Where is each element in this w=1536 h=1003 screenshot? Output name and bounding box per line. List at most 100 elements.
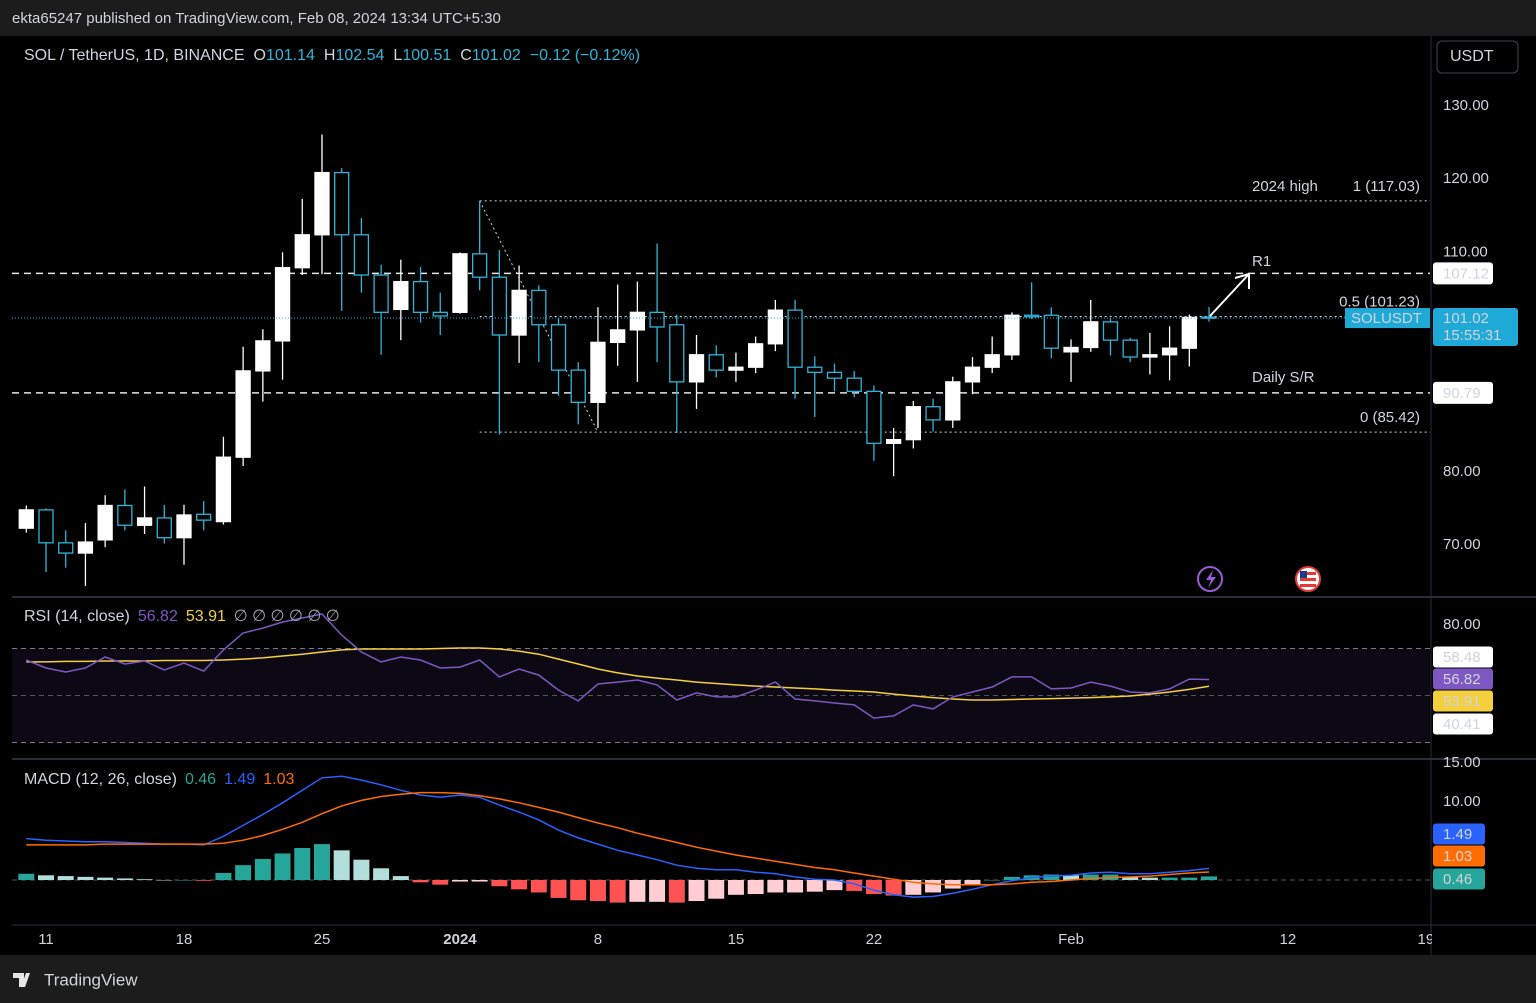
y-tick-label: 130.00 [1443,97,1489,114]
histogram-bar [826,879,843,891]
candle-body [807,366,823,373]
x-tick-label: 25 [314,931,331,948]
candle-body [925,406,941,421]
candle-body [373,274,389,313]
ohlc-key: C [460,47,472,64]
candle-body [294,234,310,269]
histogram-bar [1141,877,1158,880]
x-tick-label: 11 [38,931,54,948]
rsi-value-label-box [1433,668,1493,690]
candle-body [452,253,468,313]
y-tick-label: 70.00 [1443,536,1481,553]
rsi-ma-value-label: 53.91 [1443,693,1481,710]
candle-body [1004,314,1020,356]
candle-body [688,354,705,383]
flag-icon[interactable] [1295,566,1321,592]
candle-body [826,371,843,379]
y-tick-label: 80.00 [1443,463,1481,480]
histogram-bar [97,877,114,880]
rsi-marker-label: 40.41 [1443,716,1481,733]
candle-body [215,456,232,523]
histogram-bar [1201,876,1218,880]
rsi-marker-label: 58.48 [1443,649,1481,666]
candle-body [77,541,94,554]
candle-body [1043,314,1059,349]
candle-body [136,517,153,526]
candle-body [728,366,744,371]
rsi-line [26,647,1210,701]
histogram-bar [767,879,784,893]
candle-body [747,343,764,368]
candle-body [1142,354,1158,358]
macd-value-label: 1.49 [1443,826,1472,843]
candle-body [353,234,370,276]
candle-body [1102,321,1119,341]
histogram-bar [57,876,74,880]
histogram-bar [511,879,528,890]
candle-body [590,341,606,403]
candle-body [531,289,547,326]
last-price-box [1433,308,1518,347]
rsi-title: RSI (14, close) [24,608,130,625]
histogram-bar [451,879,468,882]
macd-line [26,791,1210,886]
signal-value-label: 1.03 [1443,848,1472,865]
fib-label: 1 (117.03) [1353,178,1420,195]
rsi-ma-value-label-box [1433,690,1493,712]
rsi-marker-label-box [1433,713,1493,735]
candle-body [58,542,74,554]
histogram-bar [649,879,666,902]
currency-button[interactable] [1436,40,1519,74]
candle-body [964,366,981,383]
y-tick-label: 120.00 [1443,170,1489,187]
rsi-band [12,648,1430,743]
candle-body [846,377,862,393]
histogram-bar [964,879,981,885]
histogram-bar [432,879,449,885]
hidden-values: ∅ ∅ ∅ ∅ ∅ ∅ [234,608,340,625]
candle-body [708,354,724,371]
histogram-bar [175,879,192,881]
histogram-bar [668,879,685,903]
candle-body [767,309,784,345]
histogram-bar [215,872,232,880]
histogram-bar [1003,876,1020,880]
candle-body [491,276,508,336]
y-tick-label: 10.00 [1443,793,1481,810]
candle-body [1023,314,1040,318]
fib-label: 0.5 (101.23) [1339,293,1420,310]
candle-body [866,390,882,444]
lightning-icon[interactable] [1197,566,1223,592]
histogram-bar [609,879,626,903]
candle-body [97,504,113,541]
macd-title: MACD (12, 26, close) [24,771,177,788]
y-tick-label: 110.00 [1443,243,1488,260]
y-tick-label: 15.00 [1443,754,1481,771]
time-axis: 11 18 25 2024 8 15 22 Feb 12 19 [38,931,1432,948]
histogram-bar [925,879,942,893]
candle-body [610,329,626,343]
signal-value-label-box [1433,845,1485,867]
candle-body [393,280,409,311]
histogram-bar [274,853,291,880]
histogram-bar [806,879,823,892]
candle-body [472,253,488,278]
histogram-value: 0.46 [185,771,216,788]
projection-arrow [1209,273,1250,317]
histogram-bar [18,873,35,880]
candle-body [1161,347,1178,356]
candle-body [432,311,448,317]
candle-body [1122,339,1138,358]
symbol-label: SOLUSDT [1351,310,1422,327]
histogram-bar [77,876,94,880]
currency[interactable]: USDT [1450,48,1494,65]
brand-logo [13,973,30,987]
histogram-bar [353,859,370,880]
macd-value: 1.49 [224,771,255,788]
x-tick-label: 8 [594,931,602,948]
ohlc-value: 100.51 [402,47,451,64]
ohlc-value: 102.54 [335,47,384,64]
annotation: Daily S/R [1252,369,1315,386]
footer-bar [0,955,1536,1003]
candle-body [1181,316,1197,349]
